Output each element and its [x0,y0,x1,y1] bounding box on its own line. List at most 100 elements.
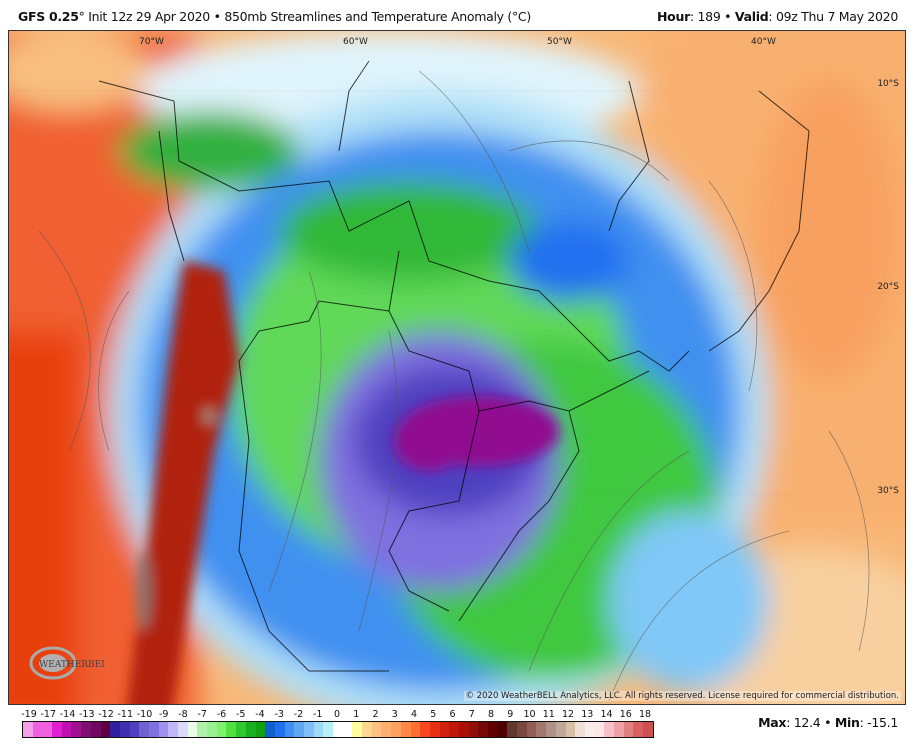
colorbar-tick-label: 8 [487,709,495,720]
colorbar-swatch [32,722,43,737]
colorbar-swatch [255,722,266,737]
colorbar-tick-label: 7 [468,709,475,720]
colorbar-swatch [613,722,624,737]
colorbar-tick-label: 6 [449,709,456,720]
colorbar-swatch [81,722,91,737]
colorbar-tick-label: 18 [638,709,652,720]
hour-label: Hour [657,9,690,24]
hour-value: : 189 • [689,9,735,24]
colorbar-tick-label: -1 [313,709,323,720]
header: GFS 0.25° Init 12z 29 Apr 2020 • 850mb S… [0,0,914,30]
colorbar-swatch [313,722,324,737]
colorbar-swatch [633,722,643,737]
colorbar-tick-label: 0 [333,709,341,720]
colorbar-swatch [303,722,314,737]
colorbar-tick-label: -4 [255,709,265,720]
svg-text:WEATHERBELL: WEATHERBELL [39,660,105,670]
colorbar-swatch [371,722,382,737]
colorbar-tick-label: 9 [507,709,514,720]
colorbar-swatch [158,722,169,737]
colorbar-swatch [507,722,518,737]
colorbar-tick-label: 12 [561,709,575,720]
colorbar-swatch [410,722,421,737]
colorbar-swatch [207,722,217,737]
latitude-label: 10°S [877,79,899,89]
colorbar-tick-label: -2 [293,709,304,720]
colorbar-tick-label: 2 [372,709,379,720]
colorbar-swatch [236,722,246,737]
colorbar-swatch [187,722,198,737]
colorbar-swatch [42,722,53,737]
colorbar-tick-label: 4 [410,709,418,720]
colorbar-swatch [23,722,33,737]
colorbar-swatch [333,722,343,737]
min-value: : -15.1 [859,715,899,730]
colorbar-swatch [284,722,295,737]
colorbar-swatch [226,722,237,737]
longitude-label: 60°W [343,37,368,47]
temperature-anomaly-map: 70°W 60°W 50°W 40°W 10°S 20°S 30°S WEATH… [8,30,906,705]
colorbar-tick-label: 11 [542,709,555,720]
colorbar-swatch [604,722,614,737]
colorbar-swatch [546,722,556,737]
latitude-label: 30°S [877,486,899,496]
chart-title: GFS 0.25° Init 12z 29 Apr 2020 • 850mb S… [18,9,531,24]
colorbar-swatch [323,722,333,737]
colorbar-swatch [168,722,178,737]
copyright-notice: © 2020 WeatherBELL Analytics, LLC. All r… [463,691,901,701]
colorbar-swatch [245,722,256,737]
colorbar-swatch [584,722,595,737]
colorbar-swatch [555,722,566,737]
colorbar-tick-label: -5 [236,709,246,720]
colorbar-swatch [429,722,440,737]
colorbar-swatch [100,722,111,737]
colorbar-tick-label: -6 [216,709,227,720]
colorbar-swatch [575,722,585,737]
colorbar-ticks: -19 -17 -14 -13 -12 -11 -10 -9 -8 -7 -6 -5 -4 -3 -2 -1 0… [21,709,652,721]
colorbar-swatch [148,722,159,737]
colorbar-tick-label: -12 [98,709,114,720]
colorbar-swatch [119,722,130,737]
colorbar-swatch [178,722,188,737]
colorbar-swatch [197,722,208,737]
colorbar-swatch [565,722,576,737]
colorbar-swatch [643,722,653,737]
min-label: Min [834,715,860,730]
colorbar-tick-label: -13 [78,709,95,720]
colorbar-swatch [110,722,120,737]
colorbar-tick-label: -3 [274,709,284,720]
colorbar-swatch [400,722,411,737]
colorbar-swatch [352,722,363,737]
colorbar-swatch [536,722,547,737]
colorbar-tick-label: 10 [523,709,536,720]
longitude-label: 50°W [547,37,572,47]
valid-label: Valid [734,9,769,24]
colorbar-swatch [526,722,537,737]
colorbar-tick-label: -17 [40,709,57,720]
model-name: GFS 0.25 [18,9,79,24]
colorbar-swatch [594,722,605,737]
degree: ° [78,9,85,24]
colorbar-tick-label: -7 [197,709,207,720]
longitude-label: 70°W [139,37,164,47]
colorbar-swatch [129,722,140,737]
colorbar-tick-label: 16 [619,709,632,720]
colorbar-swatch [468,722,479,737]
colorbar-swatch [139,722,149,737]
colorbar-swatch [381,722,392,737]
colorbar-swatch [294,722,304,737]
colorbar-swatch [488,722,498,737]
colorbar-swatch [420,722,430,737]
colorbar-tick-label: -8 [178,709,188,720]
colorbar-swatch [458,722,469,737]
colorbar-swatch [265,722,275,737]
valid-time: Hour: 189 • Valid: 09z Thu 7 May 2020 [657,9,898,24]
colorbar-tick-label: -19 [21,709,37,720]
run-info: Init 12z 29 Apr 2020 • 850mb Streamlines… [84,9,531,24]
colorbar-tick-label: 1 [353,709,360,720]
colorbar-swatch [61,722,72,737]
colorbar-swatch [342,722,353,737]
weatherbell-logo: WEATHERBELL [27,646,113,680]
colorbar-tick-label: 5 [430,709,437,720]
max-value: : 12.4 • [786,715,835,730]
